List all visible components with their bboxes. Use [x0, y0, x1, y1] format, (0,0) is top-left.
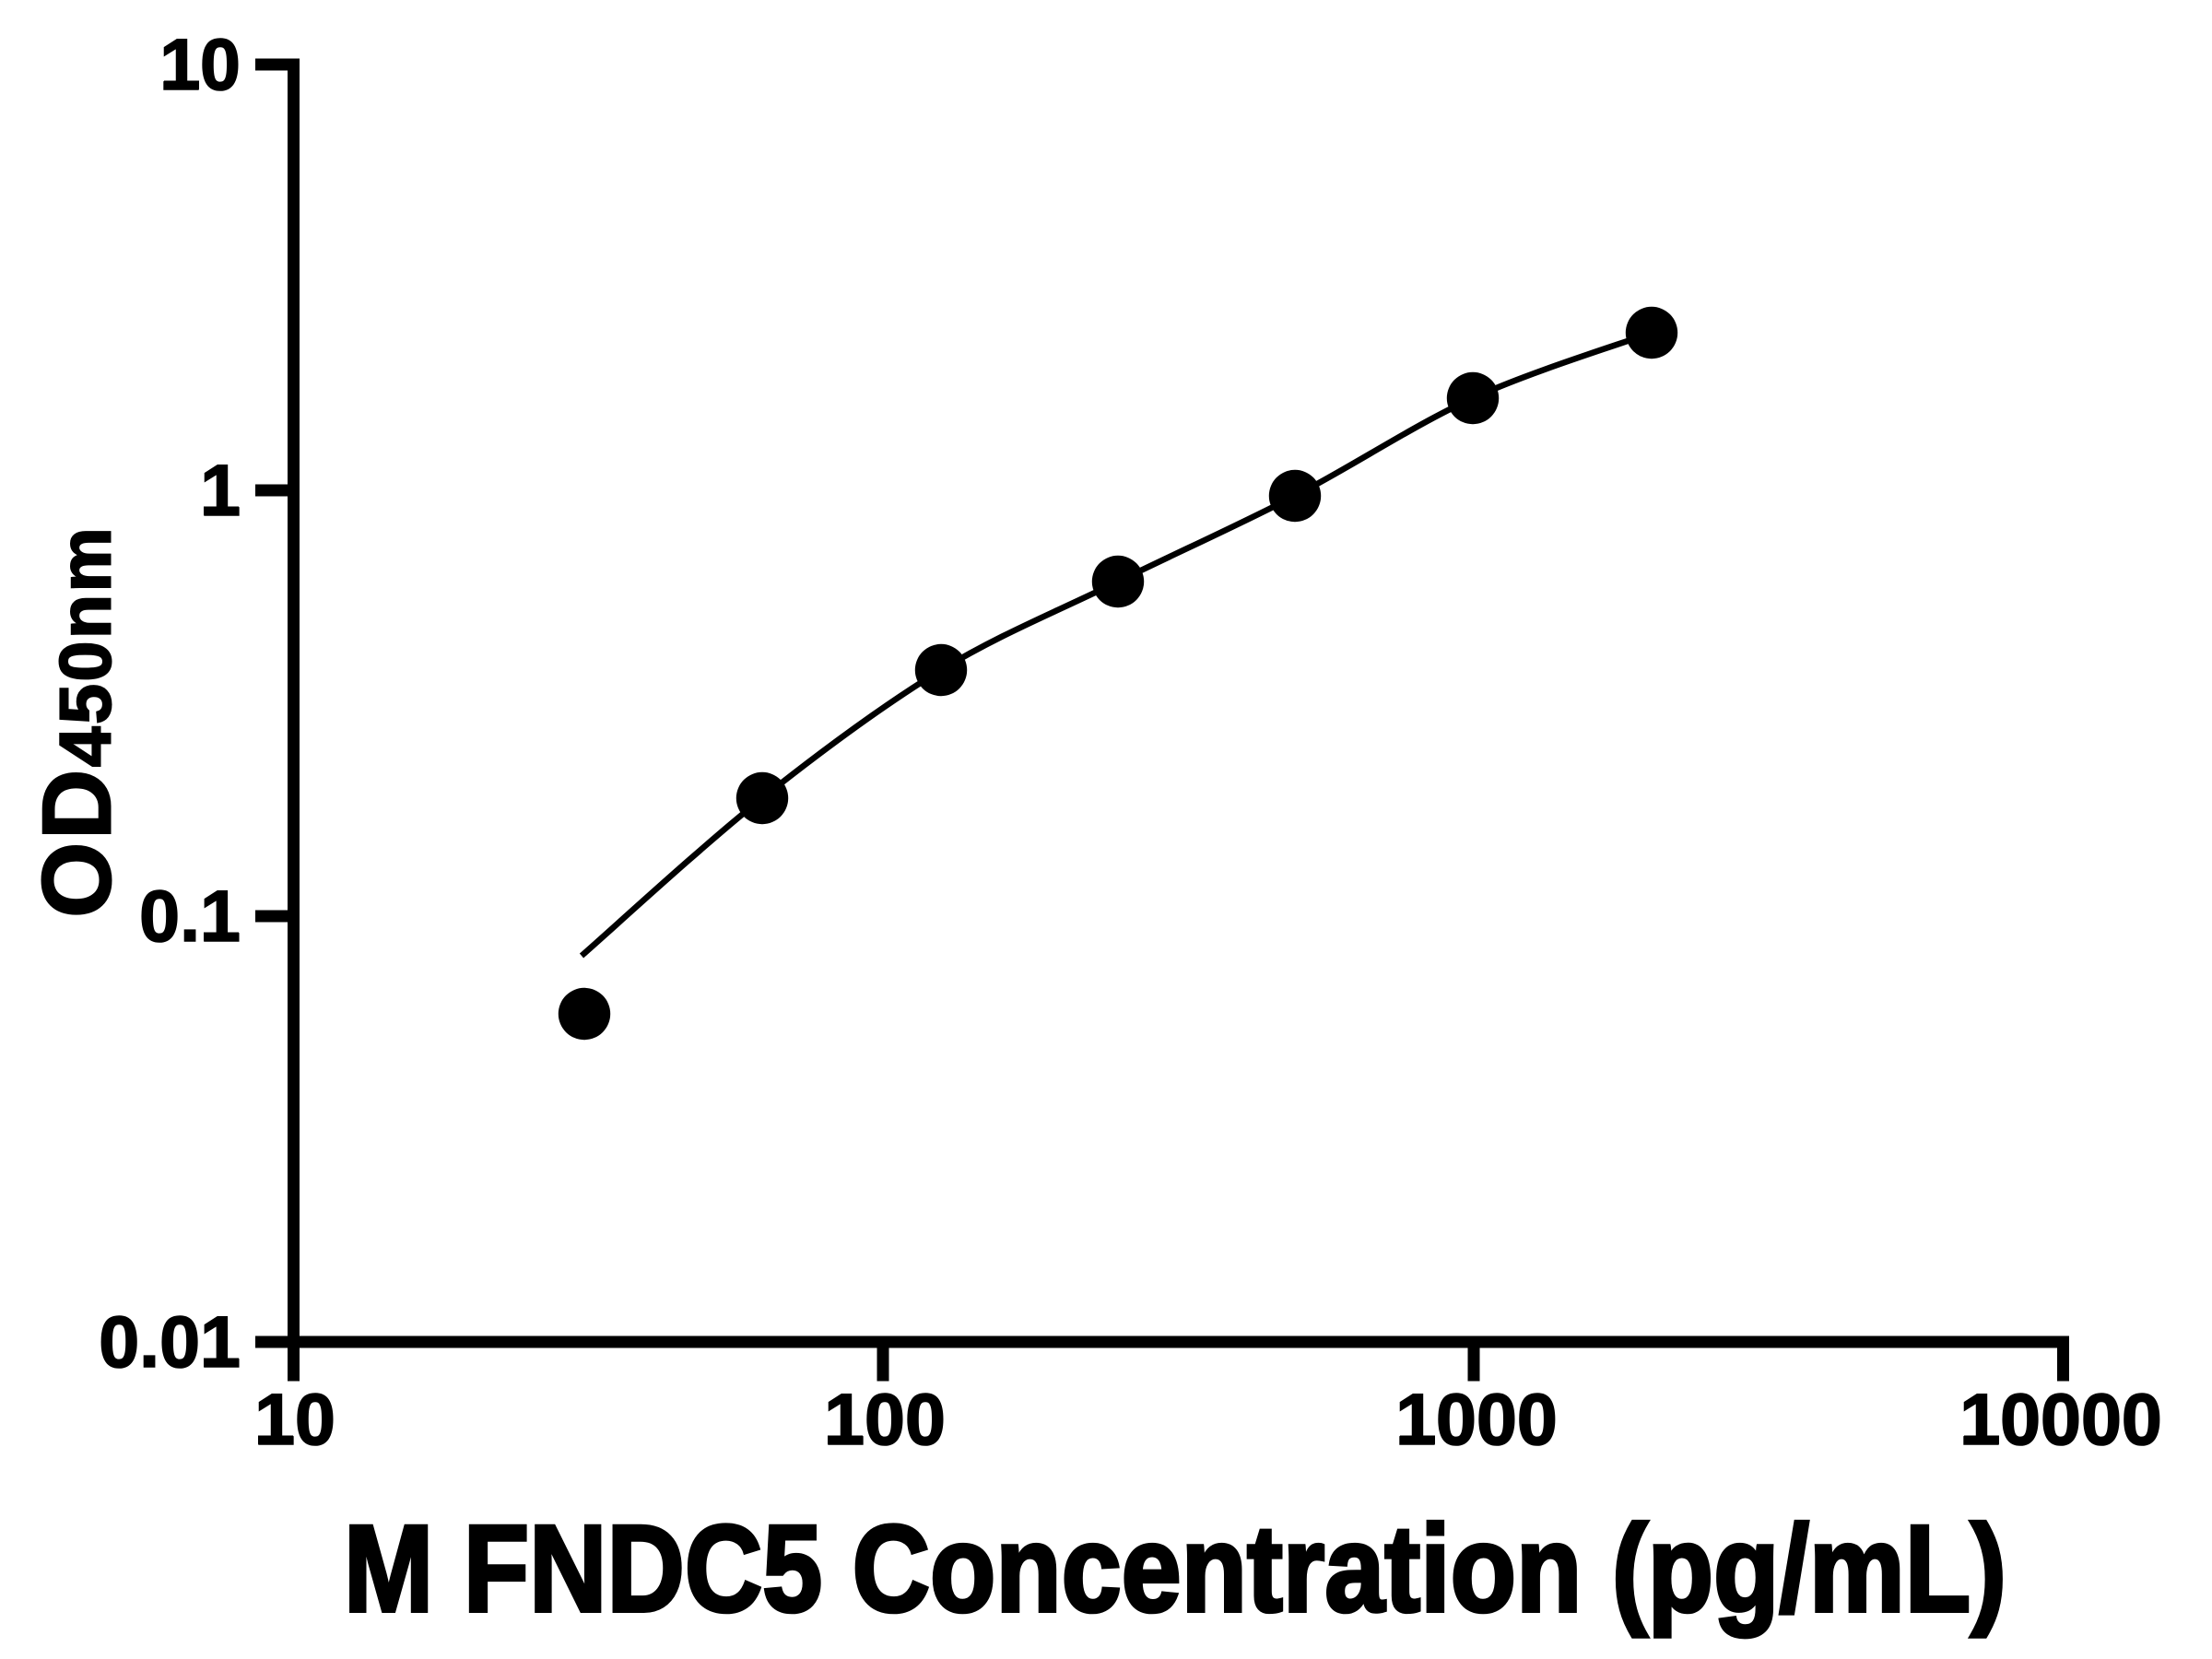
svg-text:10: 10: [159, 23, 241, 105]
svg-text:M FNDC5 Concentration (pg/mL): M FNDC5 Concentration (pg/mL): [344, 1500, 2006, 1638]
svg-text:1000: 1000: [1395, 1378, 1558, 1460]
svg-text:10000: 10000: [1959, 1378, 2162, 1460]
svg-text:0.1: 0.1: [139, 875, 241, 957]
svg-text:100: 100: [824, 1378, 946, 1460]
svg-text:10: 10: [254, 1378, 335, 1460]
svg-text:1: 1: [200, 449, 241, 531]
svg-text:0.01: 0.01: [99, 1300, 241, 1382]
svg-text:OD450nm: OD450nm: [23, 525, 132, 918]
